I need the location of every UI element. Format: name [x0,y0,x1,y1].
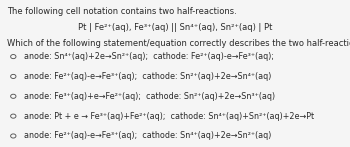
Text: anode: Fe²⁺(aq)-e→Fe³⁺(aq);  cathode: Sn⁴⁺(aq)+2e→Sn²⁺(aq): anode: Fe²⁺(aq)-e→Fe³⁺(aq); cathode: Sn⁴… [24,131,271,141]
Text: The following cell notation contains two half-reactions.: The following cell notation contains two… [7,7,237,16]
Text: anode: Fe²⁺(aq)-e→Fe³⁺(aq);  cathode: Sn²⁺(aq)+2e→Sn⁴⁺(aq): anode: Fe²⁺(aq)-e→Fe³⁺(aq); cathode: Sn²… [24,72,271,81]
Text: anode: Sn⁴⁺(aq)+2e→Sn²⁺(aq);  cathode: Fe²⁺(aq)-e→Fe³⁺(aq);: anode: Sn⁴⁺(aq)+2e→Sn²⁺(aq); cathode: Fe… [24,52,274,61]
Text: anode: Fe³⁺(aq)+e→Fe²⁺(aq);  cathode: Sn²⁺(aq)+2e→Sn³⁺(aq): anode: Fe³⁺(aq)+e→Fe²⁺(aq); cathode: Sn²… [24,92,275,101]
Text: Pt | Fe²⁺(aq), Fe³⁺(aq) || Sn⁴⁺(aq), Sn²⁺(aq) | Pt: Pt | Fe²⁺(aq), Fe³⁺(aq) || Sn⁴⁺(aq), Sn²… [78,23,272,32]
Text: Which of the following statement/equation correctly describes the two half-react: Which of the following statement/equatio… [7,39,350,48]
Text: anode: Pt + e → Fe³⁺(aq)+Fe²⁺(aq);  cathode: Sn⁴⁺(aq)+Sn²⁺(aq)+2e→Pt: anode: Pt + e → Fe³⁺(aq)+Fe²⁺(aq); catho… [24,112,314,121]
